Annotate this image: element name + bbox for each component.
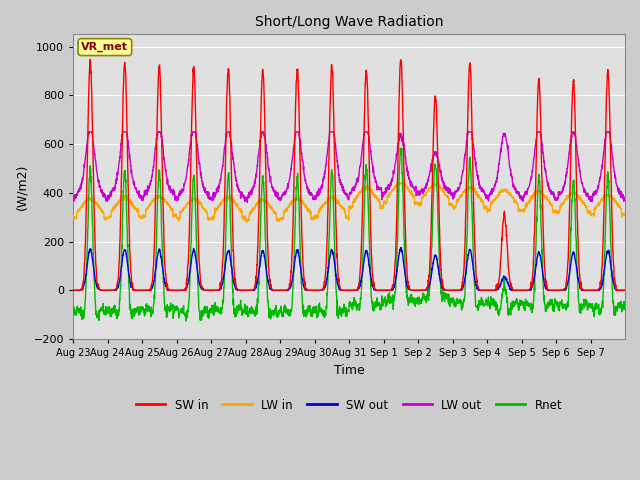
Y-axis label: (W/m2): (W/m2) — [15, 164, 28, 210]
X-axis label: Time: Time — [333, 364, 364, 377]
Text: VR_met: VR_met — [81, 42, 129, 52]
Legend: SW in, LW in, SW out, LW out, Rnet: SW in, LW in, SW out, LW out, Rnet — [131, 394, 567, 416]
Title: Short/Long Wave Radiation: Short/Long Wave Radiation — [255, 15, 444, 29]
